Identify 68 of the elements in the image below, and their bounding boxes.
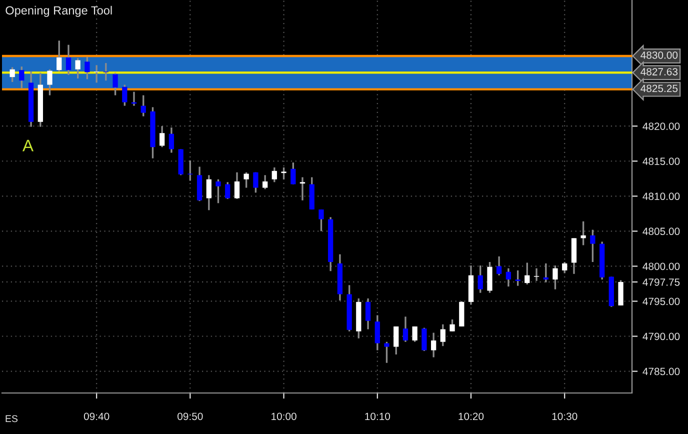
candlestick <box>66 44 72 76</box>
y-tick-label: 4820.00 <box>642 122 680 130</box>
y-tick-label: 4797.75 <box>642 278 680 286</box>
text: ES <box>6 415 18 422</box>
candlestick <box>450 318 455 332</box>
x-tick-label: 10:10 <box>365 412 390 420</box>
candlestick <box>112 72 118 96</box>
ref-line-label: 4825.25 <box>640 84 678 92</box>
candlestick <box>84 56 90 80</box>
candlestick <box>374 314 380 352</box>
candlestick <box>365 298 371 330</box>
candlestick <box>244 171 249 189</box>
candlestick <box>524 262 530 286</box>
candlestick <box>168 126 174 154</box>
candlestick <box>159 125 165 148</box>
candlestick <box>216 178 221 204</box>
candlestick <box>188 160 193 182</box>
candlestick <box>122 84 128 107</box>
x-tick-label: 10:30 <box>552 412 578 420</box>
candlestick <box>552 264 558 290</box>
candlestick <box>10 66 15 83</box>
candlestick <box>394 326 399 356</box>
candlestick <box>580 220 586 246</box>
candlestick <box>253 171 258 194</box>
candlestick <box>234 171 240 200</box>
chart-title: Opening Range Tool <box>6 6 112 17</box>
x-tick-label: 10:00 <box>272 412 296 420</box>
candlestick <box>19 66 24 90</box>
ref-line-label: 4830.00 <box>640 51 678 59</box>
candlestick <box>75 57 80 80</box>
candlestick <box>543 262 548 284</box>
candlestick <box>562 261 568 274</box>
candlestick <box>300 176 306 202</box>
candlestick <box>590 228 596 263</box>
candlestick <box>206 174 212 211</box>
y-tick-label: 4815.00 <box>642 158 680 165</box>
candlestick <box>262 174 268 190</box>
candlestick <box>384 341 390 364</box>
candlestick <box>487 261 492 294</box>
candlestick <box>478 264 483 294</box>
x-tick-label: 09:40 <box>84 412 110 420</box>
candlestick <box>272 166 277 183</box>
ref-line-label: 4827.63 <box>640 68 678 76</box>
candlestick <box>440 324 446 347</box>
candlestick <box>281 166 286 180</box>
y-tick-label: 4790.00 <box>642 332 680 340</box>
candlestick <box>140 94 146 118</box>
y-tick-label: 4810.00 <box>642 192 680 200</box>
y-tick-label: 4800.00 <box>642 262 680 270</box>
y-tick-label: 4805.00 <box>642 228 680 236</box>
annotation: A <box>22 140 34 152</box>
candlestick <box>506 267 512 288</box>
candlestick <box>515 270 520 287</box>
candlestick <box>318 208 324 232</box>
y-tick-label: 4795.00 <box>642 298 680 306</box>
candlestick <box>225 181 230 200</box>
candlestick <box>430 332 436 358</box>
y-tick-label: 4785.00 <box>642 368 680 376</box>
candlestick <box>56 40 62 72</box>
candlestick <box>412 326 418 343</box>
candlestick <box>422 327 427 352</box>
candlestick <box>290 162 296 186</box>
candlestick <box>618 279 624 306</box>
x-tick-label: 09:50 <box>178 412 203 420</box>
candlestick <box>47 68 52 96</box>
candlestick <box>496 256 502 276</box>
x-tick-label: 10:20 <box>458 412 484 420</box>
candlestick <box>402 316 408 343</box>
